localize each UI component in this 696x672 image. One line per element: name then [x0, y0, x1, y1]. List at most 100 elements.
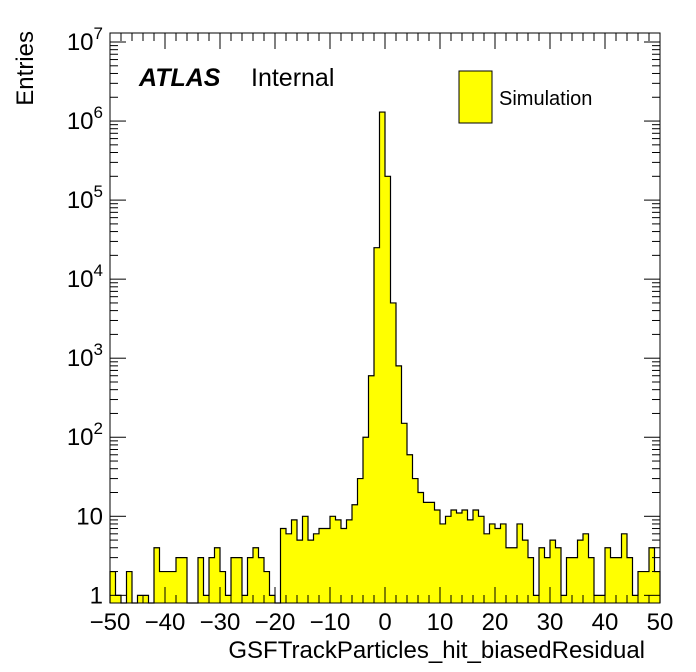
histogram-bar: [467, 519, 473, 603]
histogram-bar: [522, 540, 528, 603]
y-tick-labels: 1 10 102 103 104 105 106 107: [67, 24, 103, 609]
histogram-bar: [533, 595, 539, 603]
histogram-bar: [583, 533, 589, 603]
histogram-bar: [225, 595, 231, 603]
x-tick-label: −10: [310, 609, 351, 636]
histogram-bar: [385, 176, 391, 604]
histogram-bar: [253, 547, 259, 603]
histogram-bar: [555, 547, 561, 603]
histogram-bar: [544, 557, 550, 603]
legend-swatch-simulation: [458, 70, 493, 124]
histogram-bar: [214, 547, 220, 603]
histogram-bar: [396, 365, 402, 603]
histogram-bar: [407, 454, 413, 603]
histogram-bar: [517, 523, 523, 603]
x-tick-label: −30: [200, 609, 241, 636]
histogram-outline: [109, 111, 661, 604]
histogram-bar: [374, 247, 380, 603]
x-tick-label: 50: [647, 609, 674, 636]
histogram-bar: [401, 423, 407, 603]
y-tick-label: 104: [67, 261, 103, 293]
histogram-bar: [368, 375, 374, 603]
histogram-bar: [495, 528, 501, 603]
histogram-bar: [429, 502, 435, 603]
histogram-bar: [176, 557, 182, 603]
histogram-bar: [610, 557, 616, 603]
x-tick-label: −50: [90, 609, 131, 636]
histogram-bar: [154, 547, 160, 603]
histogram-bar: [627, 557, 633, 603]
histogram-bar: [423, 502, 429, 603]
histogram-bar: [330, 516, 336, 603]
histogram-bar: [126, 571, 132, 603]
histogram-bar: [269, 595, 275, 603]
x-tick-label: −40: [145, 609, 186, 636]
histogram-bar: [594, 595, 600, 603]
histogram-bar: [528, 557, 534, 603]
histogram-bar: [115, 595, 121, 603]
histogram-bar: [220, 571, 226, 603]
histogram-bar: [599, 595, 605, 603]
histogram-bar: [143, 595, 149, 603]
histogram-bar: [198, 557, 204, 603]
histogram-bar: [137, 595, 143, 603]
y-tick-label: 10: [76, 503, 103, 530]
histogram-bar: [539, 547, 545, 603]
histogram-bar: [247, 557, 253, 603]
histogram-bar: [302, 516, 308, 603]
histogram-bar: [621, 533, 627, 603]
histogram-bar: [203, 595, 209, 603]
histogram-bar: [572, 557, 578, 603]
histogram-bar: [341, 528, 347, 603]
y-tick-label: 103: [67, 340, 103, 372]
y-axis-label: Entries: [12, 31, 39, 106]
y-tick-label: 1: [90, 582, 103, 609]
histogram-bar: [286, 533, 292, 603]
histogram-bar: [500, 523, 506, 603]
histogram-bar: [181, 557, 187, 603]
histogram-bar: [616, 557, 622, 603]
histogram-bar: [566, 557, 572, 603]
histogram-bar: [346, 519, 352, 603]
histogram-bar: [473, 510, 479, 603]
histogram-bar: [236, 557, 242, 603]
histogram-bar: [379, 112, 385, 603]
histogram-bar: [638, 571, 644, 603]
x-tick-label: 20: [482, 609, 509, 636]
histogram-bar: [632, 595, 638, 603]
histogram-bar: [456, 513, 462, 603]
histogram-bar: [418, 492, 424, 603]
histogram-bar: [159, 571, 165, 603]
histogram-bar: [643, 571, 649, 603]
histogram-bar: [451, 510, 457, 603]
histogram-bar: [363, 437, 369, 603]
histogram-bar: [462, 510, 468, 603]
histogram-bar: [511, 547, 517, 603]
plot-frame: [109, 32, 661, 604]
histogram-bar: [308, 540, 314, 603]
histogram-bar: [231, 557, 237, 603]
histogram-bars: [109, 111, 661, 604]
y-tick-label: 102: [67, 419, 103, 451]
histogram-bar: [324, 528, 330, 603]
axis-ticks: [109, 33, 661, 603]
histogram-bar: [550, 540, 556, 603]
histogram-bar: [352, 504, 358, 603]
histogram-bar: [445, 516, 451, 603]
histogram-bar: [434, 510, 440, 603]
histogram-bar: [605, 547, 611, 603]
histogram-bar: [319, 528, 325, 603]
histogram-bar: [110, 571, 116, 603]
histogram-bar: [390, 302, 396, 603]
x-tick-label: 40: [592, 609, 619, 636]
histogram-bar: [170, 571, 176, 603]
histogram-bar: [209, 557, 215, 603]
histogram-bar: [291, 519, 297, 603]
histogram-bar: [165, 571, 171, 603]
histogram-bar: [506, 547, 512, 603]
x-tick-label: 30: [537, 609, 564, 636]
legend-label-simulation: Simulation: [499, 88, 592, 110]
histogram-bar: [484, 533, 490, 603]
histogram-bar: [335, 519, 341, 603]
